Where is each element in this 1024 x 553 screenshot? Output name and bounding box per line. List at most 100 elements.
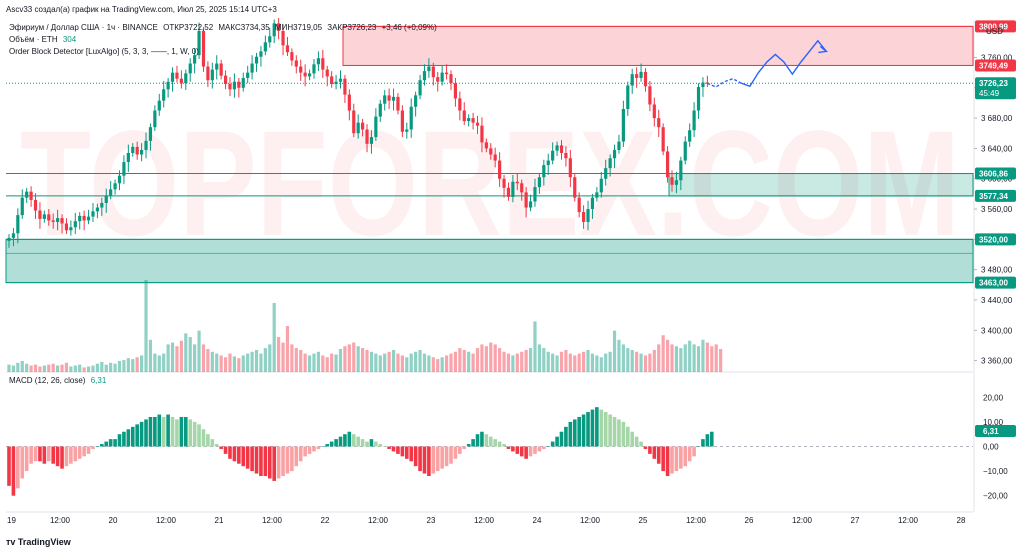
candle-body — [157, 100, 161, 111]
candle-body — [193, 55, 197, 64]
projection-dashed — [707, 77, 742, 88]
macd-bar — [95, 446, 100, 447]
macd-bar — [701, 439, 705, 447]
macd-bar — [334, 439, 338, 447]
indicator-legend[interactable]: Order Block Detector [LuxAlgo] (5, 3, 3,… — [9, 47, 199, 56]
volume-bar — [268, 344, 272, 372]
volume-bar — [210, 351, 214, 372]
candle-body — [60, 218, 64, 224]
macd-bar — [223, 446, 228, 454]
macd-bar — [73, 446, 78, 462]
macd-bar — [232, 446, 237, 462]
candle-body — [475, 122, 480, 126]
macd-bar — [329, 441, 334, 447]
volume-bar — [493, 344, 497, 372]
candle-body — [661, 127, 665, 152]
candle-body — [126, 152, 130, 163]
macd-bar — [285, 446, 290, 474]
volume-bar — [11, 365, 16, 372]
volume-bar — [201, 344, 206, 372]
volume-bar — [506, 353, 511, 372]
macd-bar — [290, 446, 294, 472]
volume-bar — [144, 280, 148, 372]
volume-bar — [453, 351, 458, 372]
macd-bar — [577, 416, 581, 447]
macd-bar — [546, 446, 551, 447]
candle-body — [250, 63, 254, 73]
candle-body — [374, 116, 378, 138]
candle-body — [131, 146, 135, 153]
volume-bar — [422, 353, 427, 372]
symbol-legend[interactable]: Эфириум / Доллар США · 1ч · BINANCE ОТКР… — [9, 23, 440, 32]
branding-text: TradingView — [17, 537, 71, 547]
candle-body — [86, 216, 91, 221]
macd-bar — [325, 444, 330, 447]
volume-legend[interactable]: Объём · ETH 304 — [9, 35, 79, 44]
macd-bar — [705, 434, 710, 447]
volume-bar — [378, 355, 382, 372]
volume-bar — [608, 351, 612, 372]
candle-body — [33, 199, 38, 211]
candle-body — [506, 187, 511, 197]
macd-bar — [687, 446, 692, 462]
candle-body — [325, 69, 329, 77]
volume-bar — [109, 362, 113, 372]
macd-tick-label: 20,00 — [983, 393, 1004, 402]
candle-body — [281, 30, 285, 46]
macd-bar — [484, 434, 489, 447]
macd-bar — [519, 446, 524, 457]
volume-bar — [639, 353, 643, 372]
macd-bar — [130, 426, 135, 447]
macd-bar — [197, 424, 201, 447]
macd-bar — [338, 436, 343, 447]
macd-bar — [413, 446, 418, 467]
candle-body — [47, 214, 51, 221]
volume-bar — [648, 353, 652, 372]
volume-bar — [299, 349, 303, 372]
open-label: ОТКР — [163, 23, 185, 32]
macd-bar — [298, 446, 303, 462]
time-tick-label: 24 — [533, 516, 542, 525]
candle-body — [166, 81, 170, 90]
candle-body — [170, 72, 175, 82]
time-tick-label: 19 — [7, 516, 16, 525]
bullish-zone-fill — [6, 239, 973, 283]
volume-bar — [175, 346, 179, 372]
candle-body — [312, 64, 316, 74]
candle-body — [453, 83, 458, 99]
volume-bar — [157, 355, 161, 372]
candle-body — [705, 82, 709, 84]
volume-bar — [254, 349, 259, 372]
macd-bar — [378, 444, 383, 447]
macd-bar — [122, 431, 126, 447]
candle-body — [365, 129, 369, 144]
macd-bar — [316, 446, 321, 449]
macd-bar — [20, 446, 25, 479]
candle-body — [546, 160, 550, 166]
macd-bar — [192, 421, 197, 447]
macd-bar — [219, 446, 223, 449]
macd-bar — [382, 446, 387, 447]
volume-bar — [621, 344, 625, 372]
macd-bar — [528, 446, 533, 457]
tradingview-logo[interactable]: ᴛᴠ TradingView — [6, 537, 71, 547]
level-label: 3606,86 — [979, 170, 1008, 179]
macd-legend[interactable]: MACD (12, 26, close) 6,31 — [9, 376, 109, 385]
macd-bar — [254, 446, 259, 474]
current-price-label: 3726,23 — [979, 79, 1008, 88]
volume-bar — [626, 348, 630, 372]
time-tick-label: 12:00 — [368, 516, 389, 525]
volume-bar — [635, 351, 639, 372]
candle-body — [674, 180, 679, 185]
macd-bar — [46, 446, 51, 462]
macd-bar — [674, 446, 679, 472]
volume-bar — [7, 364, 11, 372]
macd-bar — [228, 446, 232, 459]
candle-body — [25, 191, 29, 198]
macd-bar — [670, 446, 674, 474]
candle-body — [621, 109, 625, 142]
candle-body — [307, 73, 312, 77]
candle-body — [254, 56, 259, 64]
candle-body — [409, 106, 413, 130]
